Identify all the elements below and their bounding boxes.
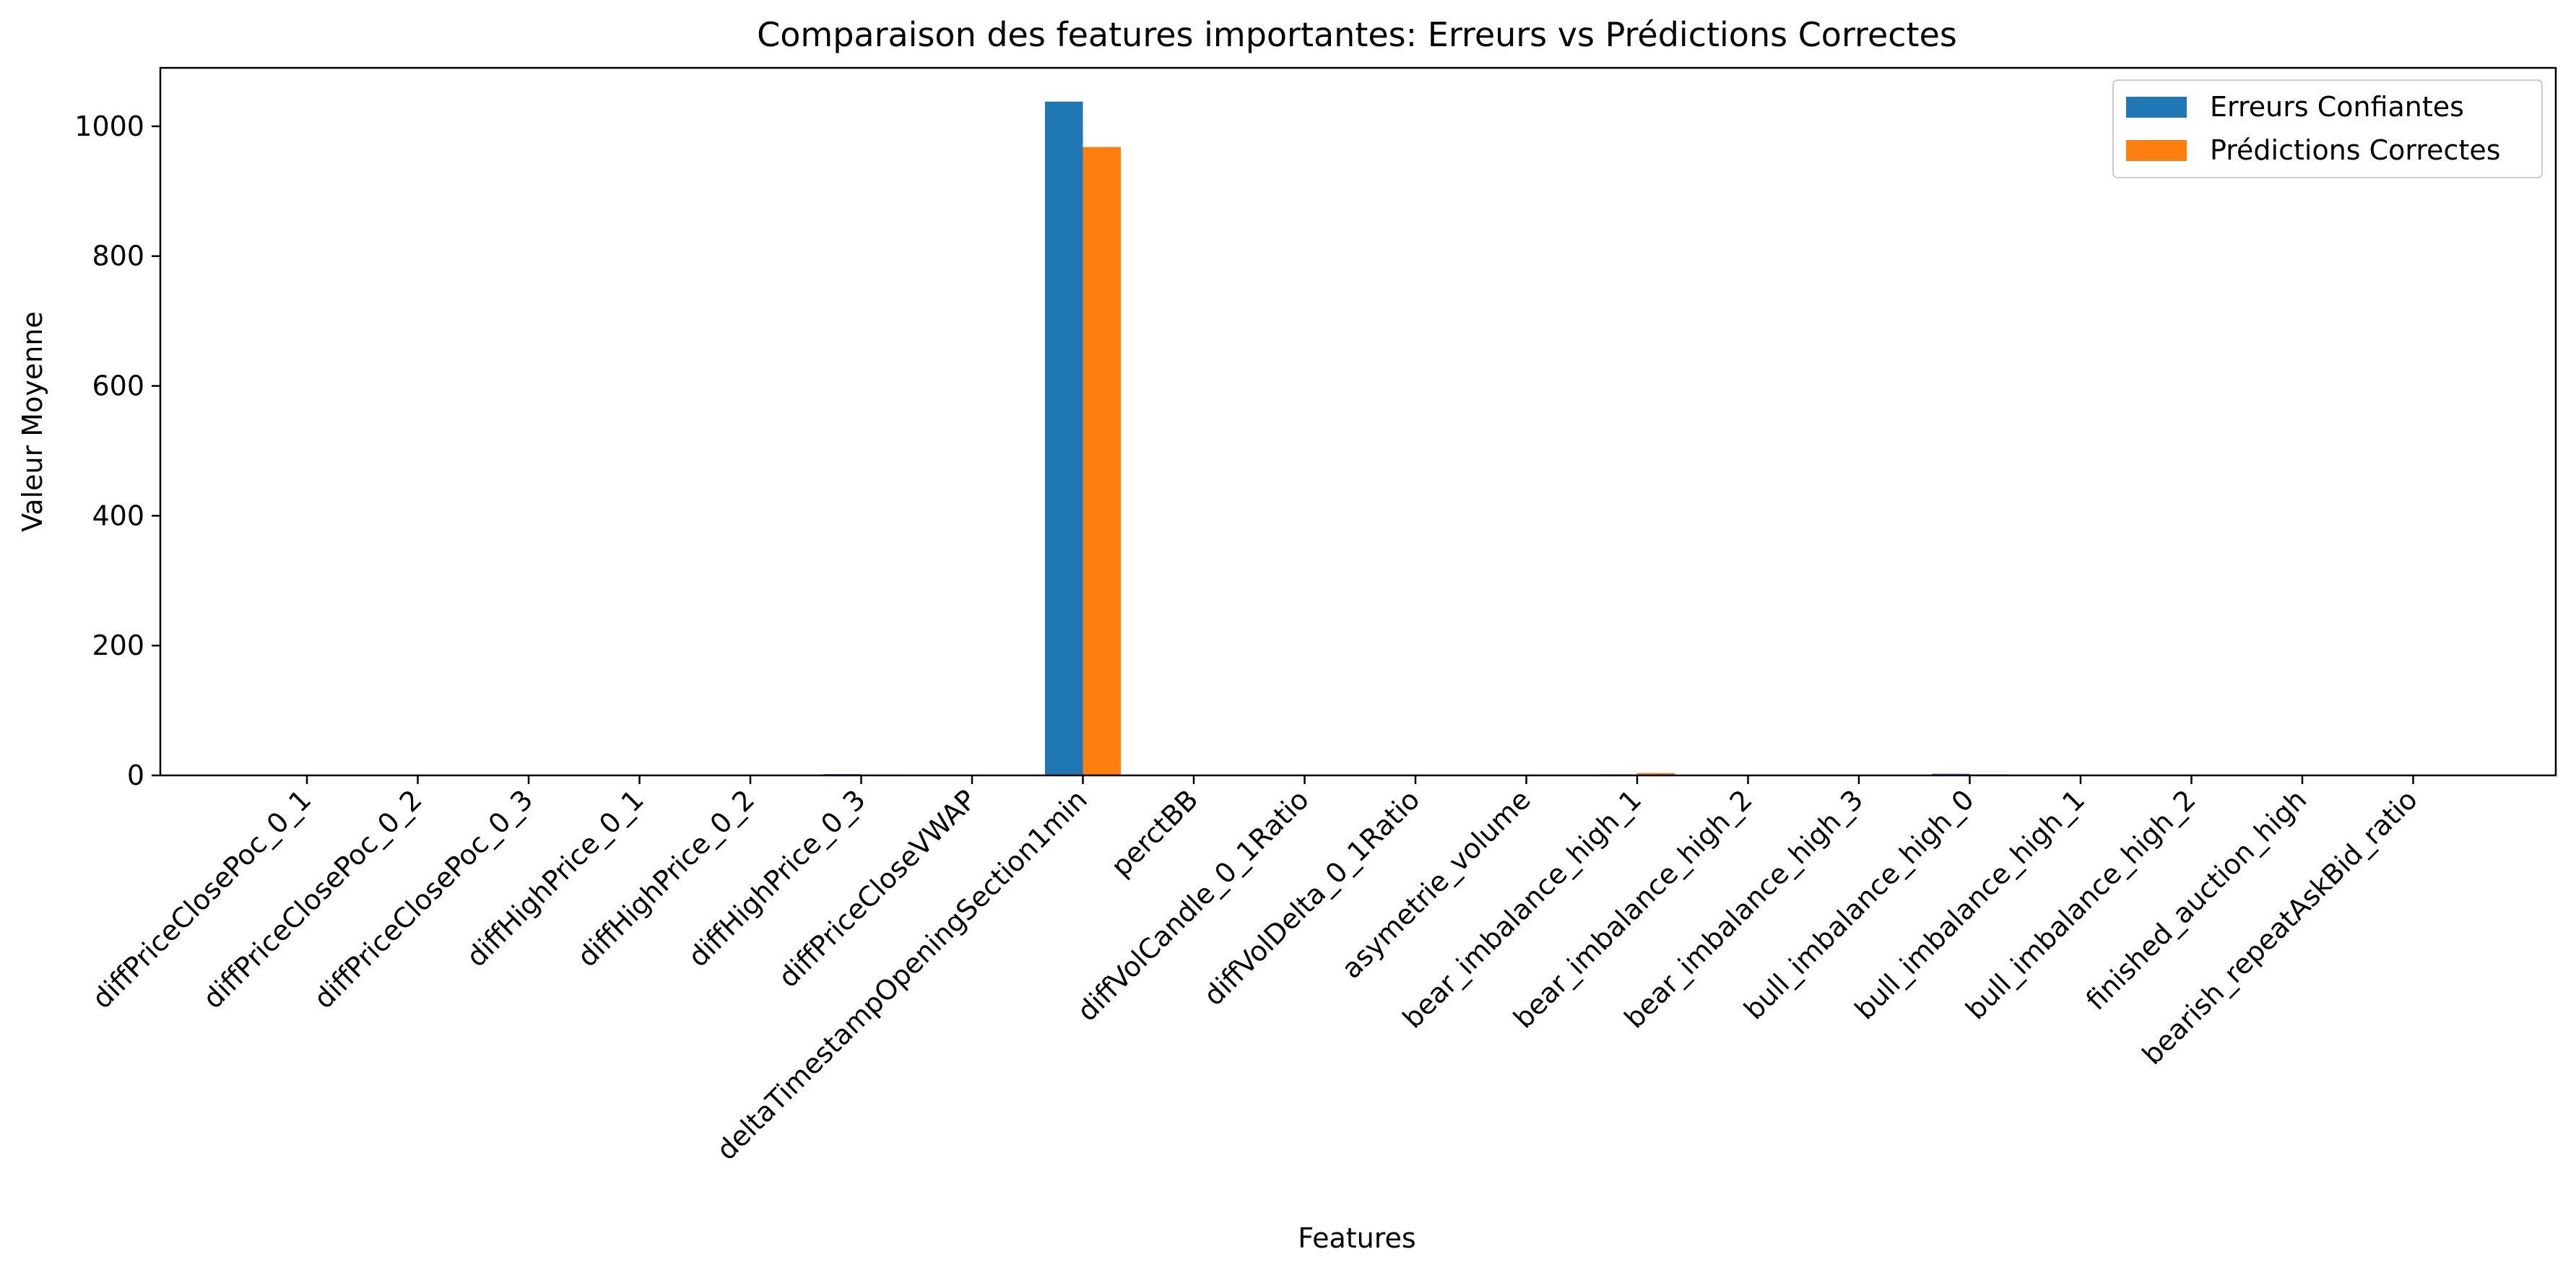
y-axis-ticks: 0 200 400 600 800 1000 xyxy=(74,110,160,791)
legend-frame xyxy=(2112,79,2543,178)
chart-title: Comparaison des features importantes: Er… xyxy=(757,15,1957,54)
legend-swatch-erreurs xyxy=(2126,97,2187,118)
legend-label-erreurs: Erreurs Confiantes xyxy=(2210,91,2464,123)
plot-frame xyxy=(159,66,2557,777)
x-axis-label: Features xyxy=(1298,1222,1415,1254)
legend: Erreurs Confiantes Prédictions Correctes xyxy=(2112,79,2543,178)
bar-erreurs-7 xyxy=(1045,101,1083,775)
legend-label-predictions: Prédictions Correctes xyxy=(2210,134,2501,166)
legend-swatch-predictions xyxy=(2126,140,2187,161)
y-tick-label: 0 xyxy=(127,760,144,791)
bar-predictions-7 xyxy=(1083,147,1121,775)
y-tick-label: 200 xyxy=(92,630,144,661)
bars xyxy=(269,101,2451,775)
y-tick-label: 1000 xyxy=(74,110,144,142)
y-tick-label: 800 xyxy=(92,240,144,272)
bar-predictions-12 xyxy=(1637,773,1675,775)
y-tick-label: 400 xyxy=(92,500,144,531)
y-tick-label: 600 xyxy=(92,370,144,402)
y-axis-label: Valeur Moyenne xyxy=(17,311,48,532)
